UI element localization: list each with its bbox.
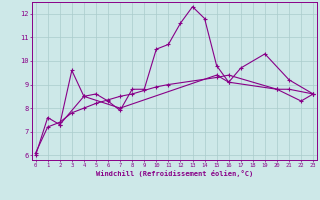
X-axis label: Windchill (Refroidissement éolien,°C): Windchill (Refroidissement éolien,°C) [96,170,253,177]
